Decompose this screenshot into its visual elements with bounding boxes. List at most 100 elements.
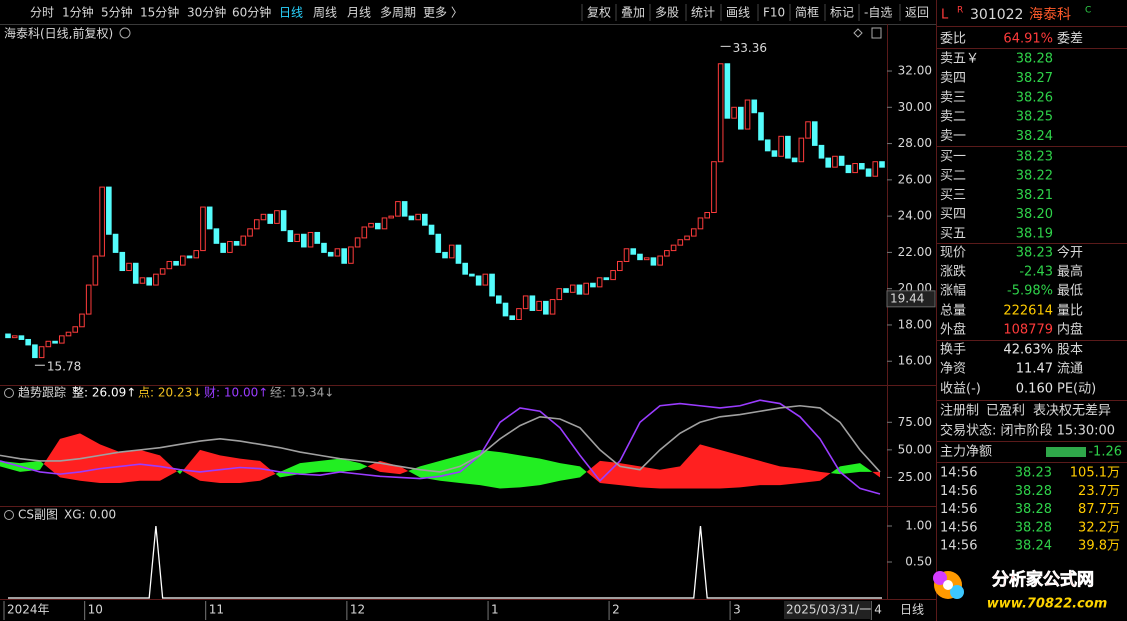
stat-value: 108779 [1003,323,1053,338]
indicator-line [0,404,881,473]
trend-band [360,463,368,470]
trend-band [680,444,700,489]
candle [274,210,280,224]
y-tick-label: 1.00 [905,519,932,533]
period-tab[interactable]: 1分钟 [62,5,94,20]
trend-band [275,471,280,478]
tick-price: 38.24 [1015,539,1052,554]
trend-band [40,460,44,470]
trend-band [240,458,260,483]
candle [764,139,771,152]
period-tab[interactable]: 15分钟 [140,5,179,20]
candle [119,251,126,272]
trend-band [760,460,780,486]
candle [301,233,307,248]
candle [744,99,751,130]
candle [832,155,838,168]
tag: 已盈利 [986,404,1025,419]
tool-button[interactable]: 多股 [655,6,679,20]
candle [623,248,630,262]
candle [482,273,489,286]
menu-icon[interactable] [4,510,14,520]
tool-button[interactable]: 复权 [587,6,611,20]
stock-name: 海泰科 [1029,7,1071,23]
tick-price: 38.23 [1015,466,1052,481]
candle [522,295,529,310]
period-tab[interactable]: 分时 [30,6,54,20]
diamond-icon[interactable] [853,28,863,38]
tool-button[interactable]: 标记 [830,6,854,20]
stat-label: 股本 [1057,343,1083,358]
period-tab[interactable]: 日线 [279,6,303,20]
period-tab[interactable]: 5分钟 [101,5,133,20]
x-tick-label: 3 [733,603,741,617]
period-tab[interactable]: 月线 [347,6,371,20]
tool-button[interactable]: 叠加 [621,6,645,20]
stat-value: 0.160 [1016,382,1053,397]
x-tick-label: 11 [209,603,224,617]
bid-price: 38.23 [1016,150,1053,165]
stat-label: 涨幅 [940,284,966,299]
candle [838,155,845,166]
bid-price: 38.21 [1016,188,1053,203]
candle [193,250,200,259]
tick-time: 14:56 [940,466,977,481]
period-tab[interactable]: 更多 〉 [423,6,463,20]
candle [206,206,213,230]
tag: 表决权无差异 [1033,403,1111,419]
candle [811,121,818,146]
tool-button[interactable]: 简框 [795,6,819,20]
candle [321,242,327,253]
period-tab[interactable]: 60分钟 [232,5,271,20]
candle [569,284,576,293]
candle [435,233,442,253]
candle [617,260,623,272]
candle [536,300,542,311]
ask-label: 卖一 [940,129,966,144]
candle [334,248,341,257]
candle [65,331,72,337]
tick-volume: 87.7万 [1078,502,1120,517]
bid-label: 买二 [940,169,966,184]
window-icon[interactable] [871,27,882,39]
trend-band [560,463,580,481]
trend-band [43,438,60,478]
stock-code: 301022 [970,7,1023,23]
trend-band [660,466,680,489]
trend-band [340,458,360,472]
tool-button[interactable]: 画线 [726,6,750,20]
candle [58,335,65,344]
row-label: 委比 [940,32,966,47]
cursor-date-box [784,601,870,619]
candle [475,275,482,286]
candle [791,157,798,163]
candle [583,282,589,295]
candle [260,213,267,221]
menu-icon[interactable] [4,388,14,398]
candle [287,230,294,243]
tool-button[interactable]: 统计 [691,6,715,20]
bid-price: 38.20 [1016,207,1053,222]
tool-button[interactable]: 返回 [905,6,929,20]
watermark-url: www.70822.com [987,597,1108,612]
stat-label: 最低 [1057,284,1083,299]
candle [92,255,99,286]
candle [778,135,784,157]
tool-button[interactable]: F10 [763,6,785,20]
trend-band [540,458,560,486]
candle [227,241,233,253]
trend-band [60,433,80,481]
tick-price: 38.28 [1015,520,1052,535]
candle [180,255,186,266]
period-tab[interactable]: 周线 [313,6,337,20]
tick-volume: 23.7万 [1078,484,1120,499]
menu-icon[interactable] [119,27,131,39]
candle [657,255,663,266]
candle [18,335,25,340]
candle [549,299,556,315]
period-tab[interactable]: 30分钟 [187,5,226,20]
tool-button[interactable]: -自选 [864,6,892,20]
period-tab[interactable]: 多周期 [380,6,416,20]
stat-label: 外盘 [940,322,966,338]
